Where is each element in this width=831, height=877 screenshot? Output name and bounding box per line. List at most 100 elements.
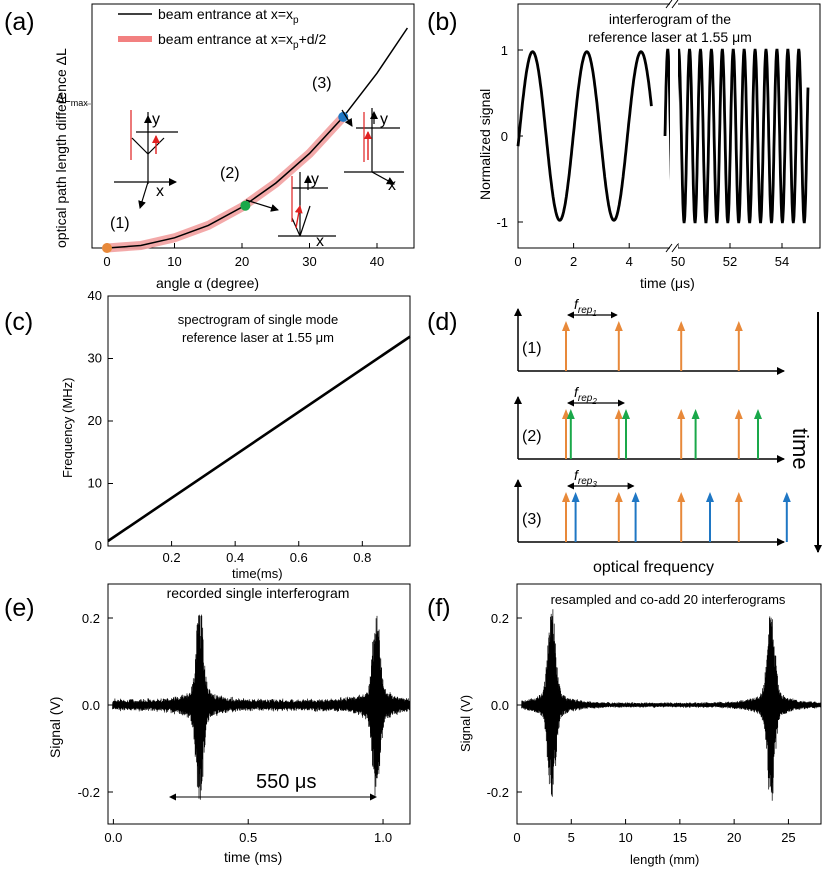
panel-e-title: recorded single interferogram (167, 585, 350, 601)
comb-arrowhead-orange (734, 409, 743, 419)
panel-f-xlabel: length (mm) (630, 852, 699, 867)
panel-label-f: (f) (427, 594, 451, 622)
x-tick-label: 25 (781, 830, 795, 845)
y-tick-label: -0.2 (487, 785, 509, 800)
legend-entry-pink: beam entrance at x=xp+d/2 (158, 31, 326, 51)
axis-break-marks (665, 0, 679, 253)
inset-1-coordinate-sketch: y x (114, 110, 178, 209)
comb-arrowhead-blue (571, 492, 580, 502)
x-tick-label: 30 (302, 254, 316, 269)
x-tick-label: 50 (671, 254, 685, 269)
comb-arrowhead-blue (631, 492, 640, 502)
comb-arrowhead-blue (782, 492, 791, 502)
panel-label-a: (a) (4, 8, 35, 36)
comb-arrowhead-blue (706, 492, 714, 502)
panel-a-ylabel: optical path length difference ΔL (53, 48, 69, 248)
y-tick-label: 40 (88, 288, 102, 303)
inset-2-x-letter: x (316, 233, 324, 250)
comb-arrowhead-orange (734, 321, 743, 331)
panel-c-title-line-2: reference laser at 1.55 μm (182, 330, 334, 345)
panel-label-d: (d) (427, 308, 458, 336)
comb-arrowhead-orange (614, 492, 623, 502)
panel-label-b: (b) (427, 8, 458, 36)
series-interferogram-right (663, 48, 810, 224)
panel-c-title-line-1: spectrogram of single mode (178, 312, 338, 327)
panel-e-frame (107, 583, 411, 825)
row-1-frep-label: frep1 (574, 296, 597, 318)
panel-d-diagram: (1) frep1 (2) frep2 (3) frep3 time optical fr… (514, 296, 822, 576)
panel-f-chart: 0 5 10 15 20 25 0.2 0.0 -0.2 resampled and co-ad… (458, 583, 822, 867)
x-tick-label: 2 (570, 254, 577, 269)
panel-a-xlabel: angle α (degree) (156, 275, 259, 291)
panel-e-ylabel: Signal (V) (47, 697, 63, 758)
x-tick-label: 0.4 (226, 550, 244, 565)
panel-e-xlabel: time (ms) (224, 849, 282, 865)
data-point-label-3: (3) (312, 75, 332, 92)
comb-arrowhead-green (754, 409, 762, 419)
panel-c-xlabel: time(ms) (232, 566, 283, 581)
y-tick-label: -1 (496, 215, 508, 230)
row-2-frep-label: frep2 (574, 384, 597, 406)
x-tick-label: 10 (167, 254, 181, 269)
x-tick-label: 5 (568, 830, 575, 845)
y-tick-label: 20 (88, 413, 102, 428)
x-tick-label: 15 (673, 830, 687, 845)
inset-2-y-letter: y (311, 171, 319, 188)
panel-c-ylabel: Frequency (MHz) (60, 378, 75, 478)
inset-1-y-letter: y (152, 111, 160, 128)
panel-b-title-line-2: reference laser at 1.55 μm (588, 29, 752, 45)
y-tick-label: -0.2 (78, 785, 100, 800)
panel-b-xlabel: time (μs) (640, 275, 695, 291)
x-tick-label: 0 (513, 830, 520, 845)
panel-label-e: (e) (4, 594, 35, 622)
panel-d-xlabel: optical frequency (593, 559, 714, 576)
inset-2-coordinate-sketch: y x (245, 171, 336, 250)
dlmax-label: ΔLmax (56, 91, 88, 108)
panel-a-frame (91, 3, 415, 249)
x-tick-label: 0 (514, 254, 521, 269)
panel-b-chart: 0 2 4 50 52 54 1 0 -1 interferogram of the refer… (477, 0, 821, 291)
x-tick-label: 0.5 (239, 830, 257, 845)
x-tick-label: 20 (727, 830, 741, 845)
x-tick-label: 54 (775, 254, 789, 269)
comb-arrowhead-orange (562, 492, 570, 502)
comb-arrowhead-orange (677, 409, 686, 419)
panel-label-c: (c) (4, 308, 33, 336)
row-2-label: (2) (522, 428, 542, 445)
series-spectrogram-line (107, 335, 411, 543)
panel-c-chart: 0.2 0.4 0.6 0.8 0 10 20 30 40 spectrogram of sin… (60, 288, 411, 581)
y-tick-label: 30 (88, 351, 102, 366)
y-tick-label: 0.2 (82, 611, 100, 626)
row-1-label: (1) (522, 340, 542, 357)
x-tick-label: 0.2 (163, 550, 181, 565)
x-tick-label: 40 (370, 254, 384, 269)
data-point-1 (102, 243, 112, 253)
y-tick-label: 10 (88, 476, 102, 491)
y-tick-label: 0.2 (491, 611, 509, 626)
panel-b-ylabel: Normalized signal (477, 89, 493, 200)
time-label: time (788, 428, 813, 470)
row-3-frep-label: frep3 (574, 467, 597, 489)
comb-arrowhead-orange (614, 409, 623, 419)
series-single-interferogram (112, 614, 410, 800)
data-point-label-1: (1) (110, 215, 130, 232)
comb-arrowhead-green (566, 409, 575, 419)
data-point-2 (240, 200, 251, 211)
series-black-curve (106, 27, 409, 249)
x-tick-label: 20 (235, 254, 249, 269)
x-tick-label: 10 (618, 830, 632, 845)
axis-break-gap (670, 2, 678, 252)
data-point-label-2: (2) (220, 165, 240, 182)
comb-arrowhead-orange (562, 321, 570, 331)
comb-arrowhead-orange (677, 321, 686, 331)
x-tick-label: 0 (103, 254, 110, 269)
x-tick-label: 52 (723, 254, 737, 269)
comb-arrowhead-orange (677, 492, 686, 502)
panel-f-title: resampled and co-add 20 interferograms (551, 592, 786, 607)
inset-3-coordinate-sketch: y x (341, 108, 404, 194)
legend-entry-black: beam entrance at x=xp (158, 6, 299, 26)
inset-3-x-letter: x (388, 177, 396, 194)
comb-arrowhead-orange (734, 492, 743, 502)
panel-a-chart: 0 10 20 30 40 (1) (2) (3) beam entrance at x=x… (53, 3, 415, 291)
